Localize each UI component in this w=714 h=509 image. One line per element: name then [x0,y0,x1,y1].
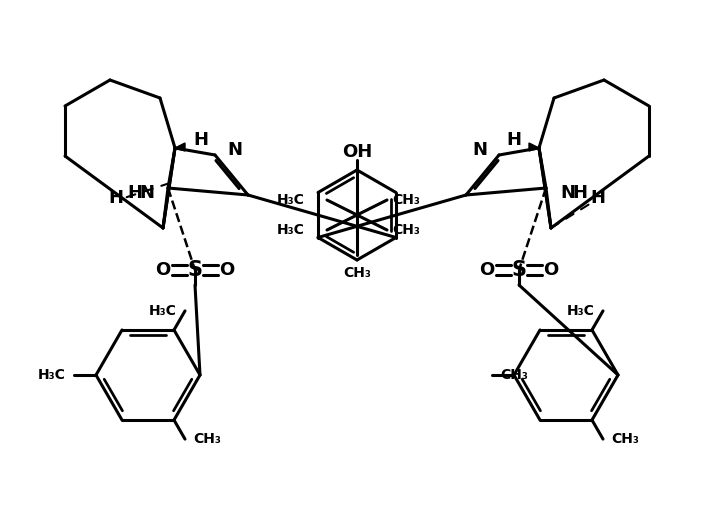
Text: H₃C: H₃C [567,304,595,318]
Text: H: H [506,131,521,149]
Polygon shape [175,143,185,151]
Text: O: O [543,261,558,279]
Text: O: O [479,261,495,279]
Text: CH₃: CH₃ [392,193,420,207]
Text: O: O [219,261,235,279]
Text: H: H [193,131,208,149]
Text: H₃C: H₃C [149,304,177,318]
Text: CH₃: CH₃ [500,368,528,382]
Text: H: H [127,184,142,202]
Text: N: N [227,141,242,159]
Text: S: S [188,260,203,280]
Text: N: N [139,184,154,202]
Text: N: N [472,141,487,159]
Polygon shape [529,143,539,151]
Text: H: H [572,184,587,202]
Text: H₃C: H₃C [277,223,305,237]
Text: H₃C: H₃C [38,368,66,382]
Text: CH₃: CH₃ [193,432,221,446]
Text: H₃C: H₃C [277,193,305,207]
Text: O: O [156,261,171,279]
Text: N: N [560,184,575,202]
Text: OH: OH [342,143,372,161]
Text: H: H [590,189,605,207]
Text: S: S [511,260,526,280]
Text: CH₃: CH₃ [343,266,371,280]
Text: CH₃: CH₃ [392,223,420,237]
Text: CH₃: CH₃ [611,432,639,446]
Text: H: H [109,189,124,207]
